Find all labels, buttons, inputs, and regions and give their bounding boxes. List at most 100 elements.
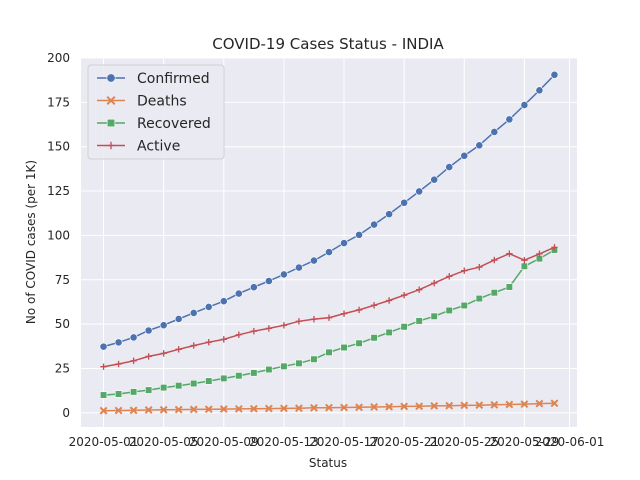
data-point: [204, 405, 213, 414]
data-point: [159, 405, 168, 414]
data-point: [370, 334, 378, 342]
x-tick-label: 2020-05-17: [309, 435, 379, 449]
data-point: [550, 70, 559, 79]
data-point: [506, 250, 513, 257]
data-point: [521, 257, 528, 264]
data-point: [415, 317, 423, 325]
data-point: [129, 406, 138, 415]
data-point: [340, 403, 348, 412]
data-point: [445, 401, 454, 410]
data-point: [536, 250, 543, 258]
legend-marker: [106, 118, 116, 128]
y-tick-label: 50: [55, 317, 70, 331]
data-point: [280, 362, 288, 370]
data-point: [160, 384, 168, 392]
data-point: [550, 399, 559, 408]
data-point: [295, 359, 303, 367]
y-axis-label: No of COVID cases (per 1K): [24, 160, 38, 324]
data-point: [190, 379, 198, 388]
data-point: [490, 128, 499, 136]
series-confirmed: [99, 70, 559, 351]
data-point: [219, 297, 228, 306]
data-point: [415, 286, 423, 293]
data-point: [145, 353, 152, 360]
data-point: [400, 198, 409, 207]
data-point: [114, 406, 123, 415]
data-point: [175, 346, 182, 353]
series-recovered: [99, 246, 559, 399]
data-point: [265, 325, 273, 332]
data-point: [234, 289, 243, 298]
legend-marker: [107, 141, 115, 150]
data-point: [235, 372, 243, 380]
data-point: [325, 248, 333, 256]
y-tick-label: 150: [47, 140, 70, 154]
data-point: [385, 210, 394, 219]
data-point: [385, 328, 393, 337]
data-point: [370, 302, 378, 309]
data-point: [204, 302, 213, 311]
data-point: [115, 360, 122, 368]
data-point: [130, 357, 137, 365]
y-tick-label: 25: [55, 361, 70, 375]
legend-label: Recovered: [137, 116, 211, 132]
data-point: [219, 405, 228, 413]
data-point: [205, 377, 213, 385]
data-point: [415, 402, 424, 411]
data-point: [460, 151, 469, 160]
data-point: [475, 141, 484, 150]
data-point: [430, 175, 439, 184]
data-point: [190, 342, 197, 349]
data-point: [535, 86, 544, 95]
data-point: [445, 306, 453, 315]
ticks: 02550751001251501752002020-05-012020-05-…: [47, 51, 604, 449]
data-point: [355, 306, 363, 314]
data-point: [144, 406, 153, 414]
data-point: [520, 400, 529, 409]
data-point: [220, 336, 227, 343]
data-point: [189, 309, 198, 317]
data-point: [430, 401, 439, 410]
data-point: [475, 294, 483, 303]
data-point: [280, 322, 288, 329]
data-point: [430, 312, 438, 320]
data-point: [551, 244, 558, 251]
data-point: [491, 256, 498, 264]
data-point: [415, 187, 424, 196]
x-tick-label: 2020-05-09: [189, 435, 259, 449]
x-tick-label: 2020-05-21: [369, 435, 439, 449]
series-active: [100, 244, 558, 370]
y-tick-label: 75: [55, 273, 70, 287]
data-point: [130, 388, 138, 396]
data-point: [355, 403, 363, 412]
data-point: [490, 400, 499, 409]
y-tick-label: 175: [47, 95, 70, 109]
data-point: [174, 405, 183, 414]
data-point: [99, 342, 108, 351]
legend-marker: [106, 95, 116, 106]
data-point: [460, 301, 468, 310]
legend: Confirmed Deaths Recovered Active: [87, 64, 225, 160]
data-point: [340, 239, 348, 247]
chart-title: COVID-19 Cases Status - INDIA: [212, 35, 444, 53]
series-layer: [99, 70, 559, 415]
data-point: [505, 115, 514, 124]
data-point: [476, 263, 483, 271]
data-point: [220, 374, 228, 382]
data-point: [461, 267, 468, 274]
data-point: [99, 391, 108, 399]
data-point: [340, 310, 348, 317]
legend-marker: [106, 73, 116, 83]
data-point: [385, 402, 394, 411]
data-point: [446, 273, 453, 280]
x-tick-label: 2020-05-01: [69, 435, 139, 449]
data-point: [325, 314, 333, 321]
y-tick-label: 200: [47, 51, 70, 65]
data-point: [159, 321, 168, 330]
data-point: [249, 404, 258, 413]
data-point: [310, 315, 318, 323]
data-point: [144, 326, 153, 335]
data-point: [129, 333, 138, 342]
data-point: [310, 256, 318, 265]
x-tick-label: 2020-05-13: [249, 435, 319, 449]
